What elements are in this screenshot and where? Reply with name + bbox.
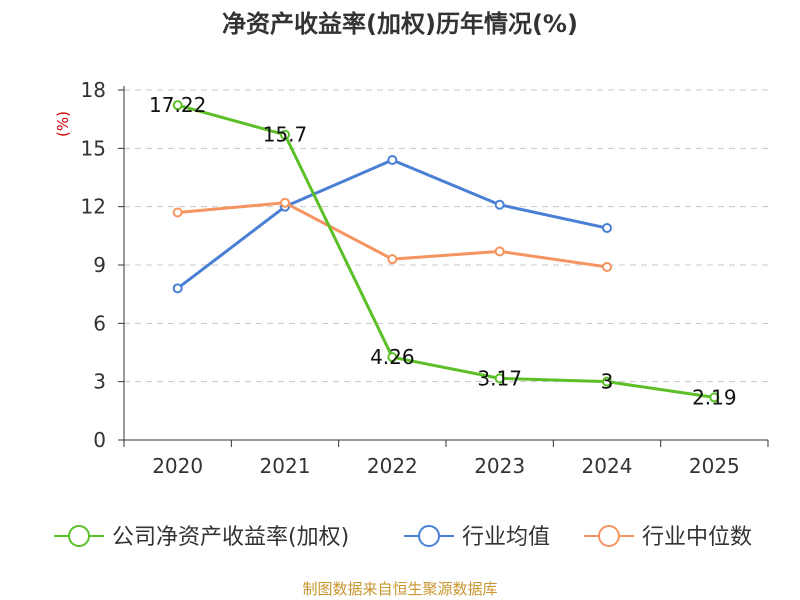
data-point — [494, 199, 505, 210]
y-tick-label: 18 — [81, 78, 106, 102]
data-point — [172, 283, 183, 294]
chart-title: 净资产收益率(加权)历年情况(%) — [222, 10, 578, 38]
data-point — [280, 129, 290, 140]
data-label: 4.26 — [370, 345, 415, 369]
data-point — [280, 197, 290, 208]
data-point — [387, 155, 398, 165]
data-point — [709, 392, 720, 403]
y-tick-label: 15 — [81, 136, 106, 160]
legend-swatch-marker — [418, 525, 440, 547]
series-line-1 — [176, 158, 608, 290]
x-tick-label: 2024 — [582, 454, 633, 478]
x-tick-label: 2025 — [689, 454, 740, 478]
y-tick-label: 9 — [93, 253, 106, 277]
data-label: 3 — [601, 370, 614, 394]
chart-footer: 制图数据来自恒生聚源数据库 — [302, 580, 498, 598]
x-tick-label: 2022 — [367, 454, 418, 478]
data-label: 17.22 — [149, 93, 206, 117]
x-tick-label: 2021 — [260, 454, 311, 478]
y-tick-label: 0 — [93, 428, 106, 452]
x-tick-label: 2023 — [474, 454, 525, 478]
legend-swatch-marker — [598, 525, 620, 547]
data-point — [602, 261, 612, 272]
data-point — [494, 246, 505, 257]
data-point — [387, 254, 398, 265]
y-tick-label: 6 — [93, 311, 106, 335]
data-point — [172, 207, 183, 218]
series-line-0 — [177, 103, 715, 399]
legend-label: 行业均值 — [462, 525, 550, 550]
legend-label: 公司净资产收益率(加权) — [112, 525, 349, 550]
x-tick-label: 2020 — [152, 454, 203, 478]
data-point — [602, 376, 612, 387]
data-label: 15.7 — [263, 123, 308, 147]
data-point — [494, 373, 505, 384]
data-point — [602, 223, 612, 234]
y-tick-label: 3 — [93, 370, 106, 394]
data-point — [172, 100, 183, 111]
data-label: 2.19 — [692, 385, 737, 409]
y-tick-label: 12 — [81, 195, 106, 219]
data-label: 3.17 — [477, 366, 522, 390]
data-point — [387, 352, 398, 363]
y-axis-unit-label: (%) — [54, 111, 72, 137]
legend-label: 行业中位数 — [642, 525, 752, 550]
legend-swatch-marker — [68, 525, 90, 547]
